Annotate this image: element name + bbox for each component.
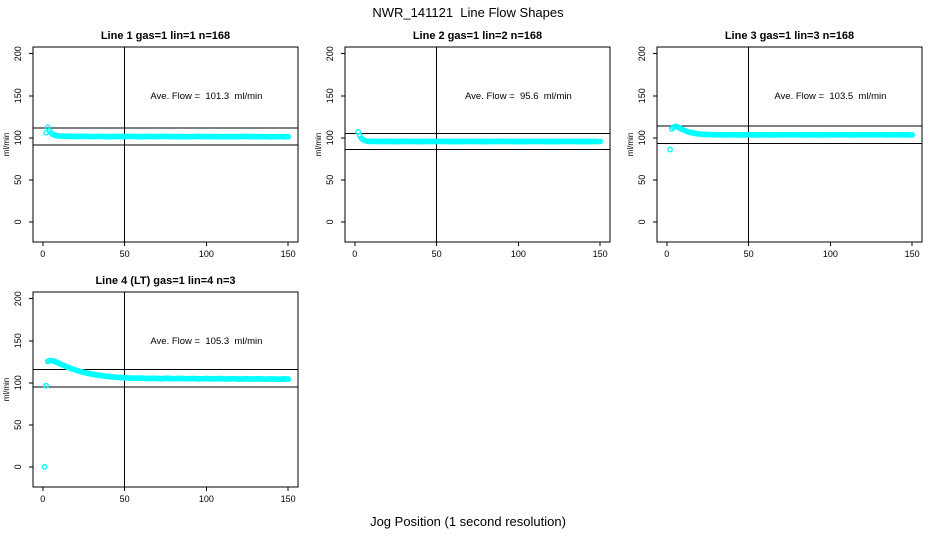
y-tick-label: 100: [325, 130, 335, 145]
outlier-point: [667, 146, 673, 153]
x-tick-label: 50: [120, 494, 130, 504]
x-tick-label: 150: [281, 494, 296, 504]
y-tick-label: 50: [637, 175, 647, 185]
y-tick-label: 200: [13, 46, 23, 61]
y-tick-label: 0: [325, 219, 335, 224]
ave-flow-annotation: Ave. Flow = 95.6 ml/min: [465, 91, 572, 102]
y-axis-title: ml/min: [2, 133, 11, 157]
plot-svg-2: 0 50 100 150 0 50 100 150 200 ml/min Line 2 gas=1 …: [314, 30, 611, 259]
y-tick-label: 150: [637, 88, 647, 103]
y-tick-label: 150: [325, 88, 335, 103]
x-tick-label: 100: [823, 249, 838, 259]
y-tick-label: 200: [13, 291, 23, 306]
outlier-point: [41, 463, 48, 470]
x-tick-label: 0: [664, 249, 669, 259]
x-tick-label: 50: [120, 249, 130, 259]
y-tick-label: 150: [13, 88, 23, 103]
y-axis-title: ml/min: [626, 133, 635, 157]
y-tick-label: 50: [325, 175, 335, 185]
x-tick-label: 150: [905, 249, 920, 259]
x-tick-label: 100: [199, 249, 214, 259]
y-tick-label: 0: [13, 219, 23, 224]
plot-box: [32, 291, 299, 488]
figure-title: NWR_141121 Line Flow Shapes: [372, 5, 564, 20]
plot-box: [344, 46, 611, 243]
y-tick-label: 100: [13, 375, 23, 390]
panel-line-1: 0 50 100 150 0 50 100 150 200 ml/min Line 1 gas=1 …: [0, 22, 312, 272]
x-tick-label: 150: [281, 249, 296, 259]
y-tick-label: 0: [13, 464, 23, 469]
panel-title: Line 3 gas=1 lin=3 n=168: [725, 30, 854, 42]
plot-box: [32, 46, 299, 243]
ave-flow-annotation: Ave. Flow = 101.3 ml/min: [150, 91, 262, 102]
x-tick-label: 0: [352, 249, 357, 259]
x-tick-label: 100: [511, 249, 526, 259]
x-axis-label: Jog Position (1 second resolution): [370, 514, 566, 529]
data-point: [285, 376, 292, 383]
panel-line-3: 0 50 100 150 0 50 100 150 200 ml/min Line 3 gas=1 …: [624, 22, 936, 272]
y-tick-label: 0: [637, 219, 647, 224]
panel-line-2: 0 50 100 150 0 50 100 150 200 ml/min Line 2 gas=1 …: [312, 22, 624, 272]
y-axis-title: ml/min: [2, 378, 11, 402]
x-tick-label: 0: [40, 494, 45, 504]
x-tick-label: 150: [593, 249, 608, 259]
plot-svg-1: 0 50 100 150 0 50 100 150 200 ml/min Line 1 gas=1 …: [2, 30, 299, 259]
y-tick-label: 200: [325, 46, 335, 61]
data-point: [285, 133, 292, 140]
x-tick-label: 50: [432, 249, 442, 259]
y-tick-label: 50: [13, 420, 23, 430]
y-tick-label: 200: [637, 46, 647, 61]
y-tick-label: 100: [13, 130, 23, 145]
panel-title: Line 2 gas=1 lin=2 n=168: [413, 30, 542, 42]
y-axis-title: ml/min: [314, 133, 323, 157]
plot-svg-4: 0 50 100 150 0 50 100 150 200 ml/min Line 4 (LT) g…: [2, 275, 299, 504]
x-tick-label: 100: [199, 494, 214, 504]
y-tick-label: 150: [13, 333, 23, 348]
outlier-point: [43, 382, 49, 389]
plot-svg-3: 0 50 100 150 0 50 100 150 200 ml/min Line 3 gas=1 …: [626, 30, 923, 259]
x-tick-label: 50: [744, 249, 754, 259]
panel-line-4: 0 50 100 150 0 50 100 150 200 ml/min Line 4 (LT) g…: [0, 267, 312, 517]
data-point: [909, 131, 916, 138]
panel-title: Line 1 gas=1 lin=1 n=168: [101, 30, 230, 42]
ave-flow-annotation: Ave. Flow = 105.3 ml/min: [150, 336, 262, 347]
panel-title: Line 4 (LT) gas=1 lin=4 n=3: [95, 275, 235, 287]
plot-box: [656, 46, 923, 243]
y-tick-label: 50: [13, 175, 23, 185]
y-tick-label: 100: [637, 130, 647, 145]
data-point: [597, 138, 604, 145]
ave-flow-annotation: Ave. Flow = 103.5 ml/min: [774, 91, 886, 102]
x-tick-label: 0: [40, 249, 45, 259]
